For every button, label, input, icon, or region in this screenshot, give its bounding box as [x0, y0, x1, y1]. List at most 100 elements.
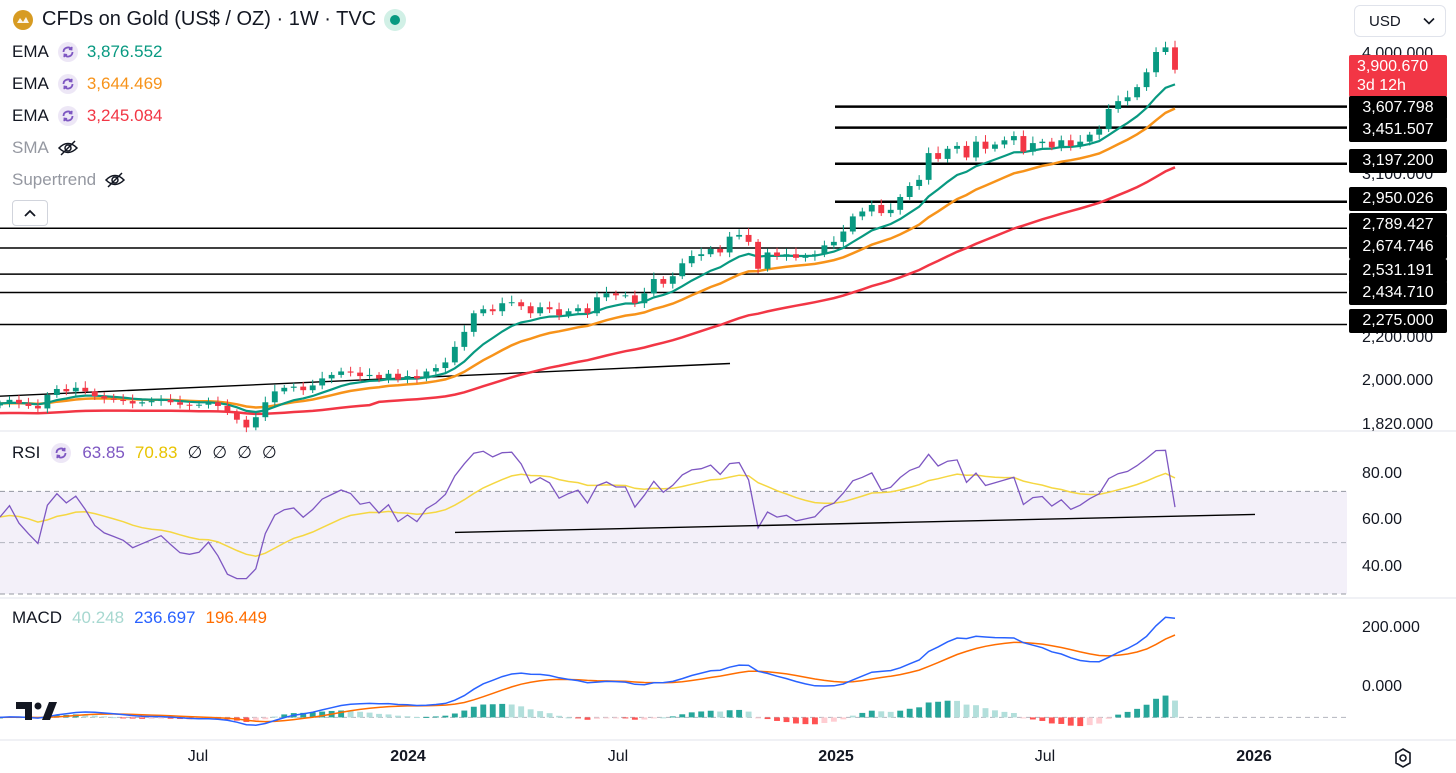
macd-histogram-bar: [527, 709, 534, 718]
refresh-icon[interactable]: [57, 73, 79, 95]
tradingview-logo-icon[interactable]: [16, 700, 58, 722]
symbol-title[interactable]: CFDs on Gold (US$ / OZ) · 1W · TVC: [42, 8, 377, 30]
candle-body: [1010, 136, 1017, 141]
level-tag[interactable]: 2,434.710: [1349, 281, 1447, 305]
macd-histogram-bar: [925, 702, 932, 718]
macd-histogram-bar: [707, 710, 714, 718]
macd-histogram-bar: [631, 717, 638, 720]
last-price-value: 3,900.670: [1357, 58, 1429, 75]
level-tag[interactable]: 2,789.427: [1349, 213, 1447, 237]
rsi-legend[interactable]: RSI 63.85 70.83 ∅ ∅ ∅ ∅: [12, 442, 277, 464]
candle-body: [499, 303, 506, 312]
candle-body: [840, 231, 847, 242]
macd-histogram-bar: [887, 711, 894, 718]
macd-histogram-bar: [755, 717, 762, 719]
level-tag[interactable]: 3,197.200: [1349, 149, 1447, 173]
collapse-legend-button[interactable]: [12, 200, 48, 226]
level-tag[interactable]: 3,607.798: [1349, 96, 1447, 120]
macd-histogram-bar: [1096, 717, 1103, 724]
macd-histogram-bar: [404, 716, 411, 718]
level-tag[interactable]: 2,531.191: [1349, 259, 1447, 283]
candle-body: [215, 402, 221, 406]
candle-body: [925, 153, 932, 180]
legend-ema-3[interactable]: EMA 3,245.084: [12, 105, 162, 127]
candle-body: [338, 371, 345, 375]
candle-body: [906, 186, 913, 197]
candle-body: [158, 399, 165, 402]
candle-body: [698, 254, 705, 257]
chevron-up-icon: [24, 209, 36, 217]
candle-body: [1162, 47, 1169, 52]
macd-histogram-bar: [556, 715, 563, 718]
candle-body: [935, 153, 942, 159]
macd-histogram-bar: [868, 710, 875, 718]
macd-histogram-bar: [575, 717, 581, 719]
currency-value: USD: [1369, 12, 1401, 30]
bar-countdown: 3d 12h: [1357, 77, 1406, 94]
legend-supertrend[interactable]: Supertrend: [12, 169, 126, 191]
candle-body: [139, 402, 146, 404]
macd-histogram-bar: [726, 710, 733, 718]
candle-body: [1077, 141, 1084, 146]
macd-histogram-bar: [499, 703, 506, 718]
candle-body: [1058, 140, 1065, 148]
legend-ema-3-name: EMA: [12, 106, 49, 125]
hidden-eye-icon[interactable]: [57, 137, 79, 159]
candle-body: [764, 252, 771, 269]
macd-histogram-bar: [518, 706, 525, 718]
macd-histogram-bar: [338, 710, 345, 718]
macd-histogram-bar: [1115, 714, 1122, 718]
hidden-eye-icon[interactable]: [104, 169, 126, 191]
macd-legend[interactable]: MACD 40.248 236.697 196.449: [12, 608, 267, 628]
macd-histogram-bar: [423, 716, 430, 718]
currency-select[interactable]: USD: [1354, 5, 1446, 37]
macd-histogram-bar: [736, 709, 743, 718]
level-tag[interactable]: 2,950.026: [1349, 187, 1447, 211]
candle-body: [745, 234, 752, 242]
refresh-icon[interactable]: [50, 442, 72, 464]
time-label: 2025: [818, 748, 854, 765]
symbol-header[interactable]: CFDs on Gold (US$ / OZ) · 1W · TVC: [12, 8, 407, 31]
refresh-icon[interactable]: [57, 105, 79, 127]
candle-body: [527, 306, 534, 314]
refresh-icon[interactable]: [57, 41, 79, 63]
macd-histogram-bar: [508, 704, 515, 718]
macd-histogram-bar: [906, 708, 913, 718]
candle-body: [594, 297, 600, 314]
time-label: 2024: [390, 748, 426, 765]
candle-body: [660, 279, 667, 284]
macd-histogram-bar: [698, 711, 705, 718]
candle-body: [16, 399, 22, 404]
candle-body: [641, 293, 648, 304]
legend-ema-2[interactable]: EMA 3,644.469: [12, 73, 162, 95]
candle-body: [1086, 134, 1093, 142]
macd-histogram-bar: [1134, 708, 1141, 718]
level-tag[interactable]: 3,451.507: [1349, 118, 1447, 142]
candle-body: [461, 331, 468, 347]
candle-body: [442, 362, 449, 369]
macd-histogram-bar: [660, 717, 667, 719]
time-label: Jul: [607, 748, 629, 765]
macd-histogram-bar: [1162, 695, 1169, 718]
macd-histogram-bar: [120, 717, 127, 719]
candle-body: [830, 241, 837, 246]
macd-histogram-bar: [783, 717, 790, 723]
candle-body: [717, 248, 724, 253]
candle-body: [1153, 52, 1159, 73]
legend-ema-1[interactable]: EMA 3,876.552: [12, 41, 162, 63]
price-pane: [0, 40, 1456, 741]
level-tag[interactable]: 2,674.746: [1349, 235, 1447, 259]
legend-sma-name: SMA: [12, 138, 49, 157]
macd-histogram-bar: [385, 714, 392, 718]
level-tag[interactable]: 2,275.000: [1349, 309, 1447, 333]
candle-body: [707, 248, 714, 255]
candle-body: [774, 252, 780, 257]
settings-gear-icon[interactable]: [1392, 747, 1414, 769]
macd-histogram-bar: [366, 712, 373, 718]
legend-sma[interactable]: SMA: [12, 137, 79, 159]
macd-histogram-bar: [774, 717, 780, 721]
legend-ema-2-name: EMA: [12, 74, 49, 93]
candle-body: [603, 293, 610, 298]
